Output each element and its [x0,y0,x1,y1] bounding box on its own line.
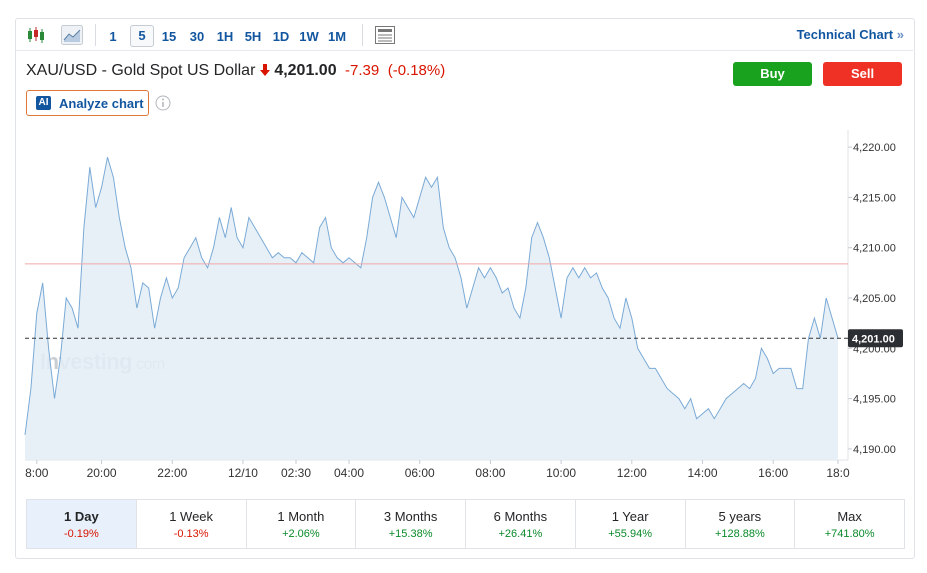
period-cell[interactable]: 1 Month +2.06% [247,500,357,548]
layout-icon[interactable] [374,25,396,45]
change-percent: (-0.18%) [387,62,446,79]
sell-button[interactable]: Sell [823,62,902,86]
price-line [24,157,839,435]
x-tick-label: 12:00 [617,466,647,480]
y-tick-label: 4,210.00 [853,243,896,255]
y-tick-label: 4,215.00 [853,192,896,204]
period-cell[interactable]: 3 Months +15.38% [356,500,466,548]
period-change: +15.38% [388,528,433,540]
interval-button[interactable]: 1H [216,29,234,44]
buy-button[interactable]: Buy [733,62,812,86]
period-label: 3 Months [383,509,438,524]
separator [95,24,96,46]
x-tick-label: 8:00 [25,466,49,480]
x-tick-label: 18:0 [826,466,850,480]
period-cell[interactable]: 1 Week -0.13% [137,500,247,548]
widget-frame [15,18,915,559]
x-tick-label: 06:00 [405,466,435,480]
technical-chart-link[interactable]: Technical Chart » [797,27,904,42]
x-tick-label: 02:30 [281,466,311,480]
x-tick-label: 22:00 [157,466,187,480]
analyze-text: Analyze chart [59,96,144,111]
down-arrow [259,64,270,76]
toolbar [16,19,913,51]
technical-chart-arrow: » [896,27,904,42]
x-tick-label: 16:00 [758,466,788,480]
period-cell[interactable]: 5 years +128.88% [686,500,796,548]
period-change: +55.94% [608,528,652,540]
interval-button[interactable]: 30 [189,29,205,44]
ai-badge: AI [36,96,51,110]
period-label: 6 Months [493,509,548,524]
x-tick-label: 20:00 [87,466,117,480]
y-tick-label: 4,195.00 [853,394,896,406]
period-change: +26.41% [498,528,543,540]
period-label: 5 years [718,509,762,524]
y-tick-label: 4,220.00 [853,142,896,154]
x-tick-label: 08:00 [475,466,505,480]
area-icon[interactable] [61,25,83,45]
x-tick-label: 14:00 [687,466,717,480]
candle-icon[interactable] [26,26,46,44]
period-cell[interactable]: 1 Day -0.19% [27,500,137,548]
period-change: +128.88% [714,528,765,540]
quote-header: XAU/USD - Gold Spot US Dollar 4,201.00 -… [26,62,445,80]
y-tick-label: 4,190.00 [853,444,896,456]
interval-button[interactable]: 5H [244,29,262,44]
interval-button[interactable]: 1 [109,29,117,44]
period-change: +741.80% [824,528,875,540]
separator [362,24,363,46]
x-tick-label: 10:00 [546,466,576,480]
period-change: -0.19% [63,528,99,540]
price: 4,201.00 [274,62,337,79]
period-label: 1 Day [64,509,99,524]
period-label: Max [837,509,862,524]
period-cell[interactable]: Max +741.80% [795,500,904,548]
y-tick-label: 4,205.00 [853,293,896,305]
period-label: 1 Week [169,509,214,524]
x-tick-label: 12/10 [228,466,258,480]
x-tick-label: 04:00 [334,466,364,480]
period-cell[interactable]: 1 Year +55.94% [576,500,686,548]
period-change: +2.06% [282,528,320,540]
last-price-box [848,329,903,348]
period-label: 1 Month [277,509,325,524]
period-bar: 1 Day -0.19% 1 Week -0.13% 1 Month +2.06% 3 Mo… [26,499,905,549]
chart: 4,190.004,195.004,200.004,205.004,210.00… [24,130,903,480]
instrument-title: XAU/USD - Gold Spot US Dollar [26,62,256,79]
interval-button[interactable]: 15 [161,29,177,44]
area-fill [25,157,838,460]
last-price-label: 4,201.00 [852,333,895,345]
period-cell[interactable]: 6 Months +26.41% [466,500,576,548]
interval-button[interactable]: 1W [299,29,319,44]
change: -7.39 [345,62,380,79]
analyze-button[interactable]: AI Analyze chart [26,90,149,116]
period-label: 1 Year [611,509,649,524]
interval-button[interactable]: 1D [272,29,290,44]
interval-button[interactable]: 1M [327,29,347,44]
technical-chart-text: Technical Chart [796,27,894,42]
info-icon[interactable] [155,95,171,111]
period-change: -0.13% [173,528,209,540]
interval-button[interactable]: 5 [130,25,154,47]
